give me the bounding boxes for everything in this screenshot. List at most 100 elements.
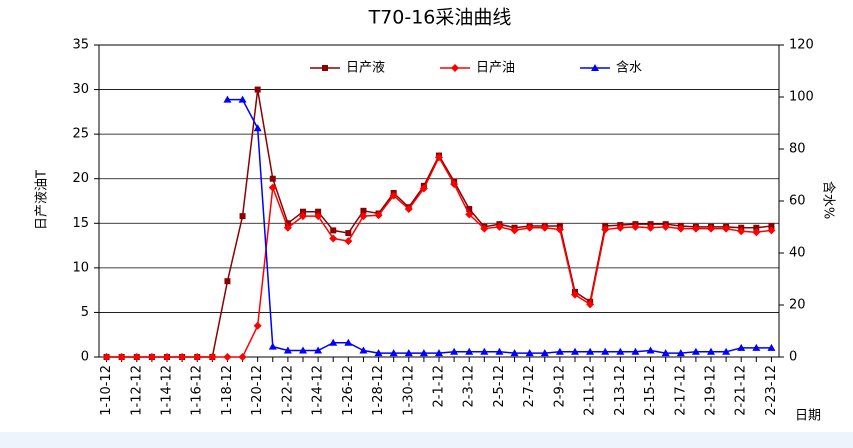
marker (510, 349, 519, 357)
y2-tick-label: 120 (789, 38, 814, 53)
marker (374, 349, 383, 357)
marker (707, 224, 715, 233)
x-tick-label: 2-11-12 (583, 365, 598, 416)
marker (631, 222, 640, 231)
marker (540, 349, 549, 357)
marker (540, 223, 549, 232)
marker (359, 346, 368, 354)
marker (163, 353, 171, 361)
x-tick-label: 1-10-12 (99, 365, 114, 416)
marker (208, 353, 217, 361)
marker (525, 223, 534, 232)
marker (404, 349, 413, 357)
x-tick-label: 1-24-12 (311, 365, 326, 416)
marker (450, 180, 459, 189)
marker (238, 95, 247, 103)
x-tick-label: 2-21-12 (734, 365, 749, 416)
x-tick-label: 1-30-12 (401, 365, 416, 416)
marker (419, 184, 428, 193)
y-tick-label: 25 (72, 127, 89, 142)
marker (435, 349, 443, 357)
x-tick-label: 2-19-12 (704, 365, 719, 416)
marker (253, 124, 262, 132)
marker (752, 343, 761, 351)
marker (389, 191, 398, 200)
x-tick-label: 1-22-12 (280, 365, 295, 416)
chart-title: T70-16采油曲线 (368, 7, 512, 29)
y2-tick-label: 100 (789, 90, 814, 105)
marker (601, 225, 610, 234)
marker (451, 64, 459, 72)
x-tick-label: 2-23-12 (764, 365, 779, 416)
marker (404, 205, 413, 214)
marker (374, 211, 383, 220)
marker (676, 224, 685, 233)
y-axis-label: 日产液油T (35, 170, 50, 230)
marker (147, 353, 156, 361)
marker (601, 347, 610, 355)
marker (344, 237, 353, 246)
x-tick-label: 1-26-12 (341, 365, 356, 416)
y2-tick-label: 60 (789, 194, 806, 209)
marker (269, 175, 276, 182)
marker (495, 222, 504, 231)
marker (389, 349, 398, 357)
legend-label: 日产油 (476, 61, 515, 76)
marker (646, 346, 655, 354)
x-tick-label: 2-15-12 (643, 365, 658, 416)
marker (737, 343, 746, 351)
marker (268, 342, 277, 350)
marker (661, 222, 670, 231)
marker (117, 353, 126, 361)
marker (330, 227, 337, 234)
marker (571, 290, 579, 299)
marker (419, 349, 428, 357)
marker (591, 64, 599, 71)
marker (466, 206, 473, 213)
x-tick-label: 2-7-12 (522, 365, 537, 407)
x-tick-label: 1-12-12 (129, 365, 144, 416)
marker (465, 347, 474, 355)
legend-label: 含水 (616, 60, 642, 76)
x-tick-label: 1-16-12 (190, 365, 205, 416)
marker (300, 208, 306, 215)
marker (586, 300, 595, 309)
y-tick-label: 35 (72, 38, 89, 53)
x-tick-label: 1-18-12 (220, 365, 235, 416)
x-tick-label: 2-3-12 (462, 365, 477, 407)
marker (586, 347, 595, 355)
marker (359, 212, 368, 221)
marker (239, 213, 246, 220)
marker (360, 207, 367, 214)
marker (329, 234, 338, 243)
y2-tick-label: 0 (789, 350, 797, 365)
marker (178, 353, 187, 361)
marker (768, 222, 775, 229)
marker (193, 353, 202, 361)
y-tick-label: 20 (72, 171, 89, 186)
marker (767, 226, 776, 235)
marker (722, 224, 731, 233)
marker (322, 65, 328, 71)
marker (676, 349, 685, 357)
marker (435, 153, 443, 162)
marker (767, 343, 776, 351)
marker (555, 225, 564, 234)
marker (299, 346, 307, 354)
y-tick-label: 10 (72, 260, 89, 275)
marker (722, 347, 731, 355)
marker (314, 212, 323, 221)
x-tick-label: 2-1-12 (432, 365, 447, 407)
marker (737, 227, 746, 236)
legend-label: 日产液 (346, 61, 385, 76)
marker (314, 346, 323, 354)
marker (525, 349, 534, 357)
marker (752, 228, 761, 237)
marker (329, 338, 338, 346)
marker (510, 226, 519, 235)
plot-frame (98, 44, 780, 358)
x-tick-label: 2-9-12 (552, 365, 567, 407)
x-axis-label: 日期 (795, 409, 821, 424)
marker (571, 347, 579, 355)
x-tick-label: 1-28-12 (371, 365, 386, 416)
